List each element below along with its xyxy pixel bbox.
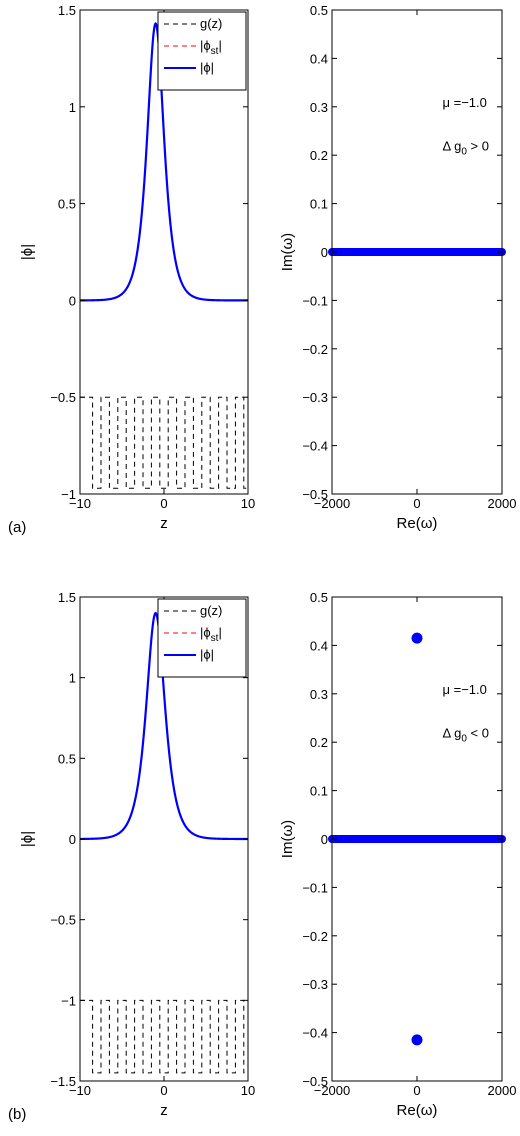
y-tick-label: 0	[321, 832, 328, 847]
x-tick-label: 10	[241, 1083, 255, 1098]
x-tick-label: −2000	[314, 496, 351, 511]
legend-label-2: |ϕ|	[200, 647, 214, 662]
y-tick-label: 0.1	[310, 784, 328, 799]
legend-label-0: g(z)	[200, 16, 222, 31]
annotation-0: μ =−1.0	[443, 95, 487, 110]
x-tick-label: 2000	[488, 496, 517, 511]
y-axis-label: |ϕ|	[19, 244, 36, 260]
x-axis-label: Re(ω)	[397, 1102, 438, 1119]
y-axis-label: |ϕ|	[19, 831, 36, 847]
x-tick-label: 0	[160, 496, 167, 511]
y-tick-label: −1.5	[50, 1074, 76, 1089]
x-tick-label: 10	[241, 496, 255, 511]
legend: g(z) |ϕst| |ϕ|	[157, 11, 247, 91]
panel-label: (a)	[8, 519, 26, 536]
series-g-line	[80, 999, 248, 1074]
legend-label-1: |ϕst|	[200, 625, 222, 644]
y-tick-label: 0.2	[310, 735, 328, 750]
y-tick-label: 0.1	[310, 197, 328, 212]
series-phi-line	[80, 611, 248, 841]
eigenvalue-point-0	[411, 632, 423, 644]
y-tick-label: −0.2	[302, 929, 328, 944]
y-tick-label: 0.5	[58, 197, 76, 212]
x-axis-label: z	[160, 1102, 168, 1119]
y-tick-label: 0.3	[310, 687, 328, 702]
y-tick-label: 1.5	[58, 590, 76, 605]
annotation-0: μ =−1.0	[443, 682, 487, 697]
y-tick-label: −0.5	[302, 1074, 328, 1089]
legend-box	[157, 11, 247, 91]
y-axis-label: Im(ω)	[279, 820, 296, 858]
series-phi-line	[80, 21, 248, 302]
y-tick-label: −0.4	[302, 439, 328, 454]
panel-label: (b)	[8, 1106, 26, 1123]
y-tick-label: 0.5	[310, 3, 328, 18]
subplot-b-right: −2000 0 2000 −0.5 −0.4 −0.3 −0.2 −0.1 0 0.1 0.2 0.3…	[279, 590, 516, 1119]
y-tick-label: 0.2	[310, 148, 328, 163]
y-tick-label: 1	[69, 100, 76, 115]
x-tick-label: −2000	[314, 1083, 351, 1098]
y-tick-label: 1	[69, 671, 76, 686]
legend-label-0: g(z)	[200, 603, 222, 618]
y-tick-label: 0.5	[310, 590, 328, 605]
legend: g(z) |ϕst| |ϕ|	[157, 598, 247, 678]
x-axis-label: Re(ω)	[397, 515, 438, 532]
subplot-a-left: −10 0 10 −1 −0.5 0 0.5 1 1.5 z |ϕ| (a) g(z) |ϕst| |ϕ|	[8, 3, 255, 536]
x-tick-label: 0	[160, 1083, 167, 1098]
y-tick-label: −0.4	[302, 1026, 328, 1041]
y-tick-label: 0	[69, 293, 76, 308]
subplot-a-right: −2000 0 2000 −0.5 −0.4 −0.3 −0.2 −0.1 0 0.1 0.2 0.3…	[279, 3, 516, 532]
subplot-b-left: −10 0 10 −1.5 −1 −0.5 0 0.5 1 1.5 z |ϕ| (b) g(z) |ϕst|…	[8, 590, 255, 1123]
annotation-1: Δ g0 > 0	[443, 138, 489, 157]
y-tick-label: 0.4	[310, 638, 328, 653]
legend-label-2: |ϕ|	[200, 60, 214, 75]
x-tick-label: 0	[413, 1083, 420, 1098]
y-tick-label: 0.4	[310, 51, 328, 66]
y-tick-label: −0.2	[302, 342, 328, 357]
y-tick-label: −1	[61, 487, 76, 502]
y-tick-label: −0.1	[302, 880, 328, 895]
y-tick-label: 0.5	[58, 751, 76, 766]
annotation-1: Δ g0 < 0	[443, 725, 489, 744]
y-tick-label: 1.5	[58, 3, 76, 18]
y-tick-label: −0.5	[50, 390, 76, 405]
legend-label-1: |ϕst|	[200, 38, 222, 57]
y-tick-label: −0.3	[302, 390, 328, 405]
x-tick-label: 0	[413, 496, 420, 511]
y-tick-label: −0.5	[302, 487, 328, 502]
plot-area	[80, 21, 248, 489]
x-tick-label: −10	[69, 1083, 91, 1098]
y-tick-label: −0.3	[302, 977, 328, 992]
x-tick-label: −10	[69, 496, 91, 511]
x-axis-label: z	[160, 515, 168, 532]
y-tick-label: −1	[61, 993, 76, 1008]
y-tick-label: 0	[69, 832, 76, 847]
y-tick-label: 0.3	[310, 100, 328, 115]
y-tick-label: −0.1	[302, 293, 328, 308]
y-axis-label: Im(ω)	[279, 233, 296, 271]
legend-box	[157, 598, 247, 678]
y-tick-label: 0	[321, 245, 328, 260]
eigenvalue-point-1	[411, 1034, 423, 1046]
x-tick-label: 2000	[488, 1083, 517, 1098]
plot-area	[80, 611, 248, 1074]
y-tick-label: −0.5	[50, 913, 76, 928]
series-g-line	[80, 396, 248, 489]
